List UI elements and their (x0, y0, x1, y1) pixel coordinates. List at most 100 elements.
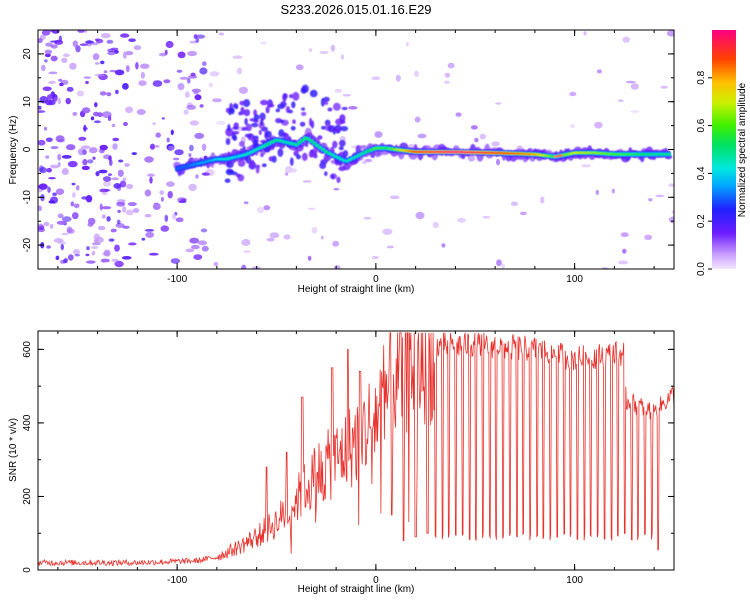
noise-cell (114, 69, 125, 76)
noise-cell (107, 173, 112, 177)
ridge-plume (324, 171, 328, 177)
noise-cell (166, 137, 170, 143)
noise-cell (172, 157, 180, 161)
noise-cell (176, 69, 183, 73)
noise-cell (201, 172, 210, 176)
ridge-plume (231, 130, 240, 135)
colorbar-gradient (712, 30, 736, 269)
colorbar-tick-label: 0.6 (696, 118, 707, 132)
noise-cell (155, 132, 161, 138)
noise-cell (88, 147, 98, 154)
noise-cell (141, 237, 146, 241)
ridge-core (332, 155, 338, 158)
noise-cell (60, 243, 64, 251)
noise-cell (87, 159, 94, 164)
noise-cell (112, 143, 118, 150)
noise-cell (133, 45, 142, 51)
noise-cell (432, 221, 439, 229)
noise-cell (520, 211, 527, 216)
noise-cell (77, 148, 86, 156)
ridge-plume (259, 112, 266, 121)
noise-cell (108, 155, 112, 161)
noise-cell (342, 94, 352, 97)
noise-cell (243, 250, 251, 253)
noise-cell (55, 188, 65, 195)
noise-cell (82, 127, 88, 130)
noise-cell (583, 31, 587, 36)
noise-cell (201, 245, 209, 252)
ridge-core (347, 158, 353, 161)
noise-cell (45, 137, 53, 143)
noise-cell (111, 177, 120, 181)
noise-cell (55, 135, 65, 143)
noise-cell (44, 49, 53, 55)
noise-cell (132, 208, 140, 213)
x-tick-label: -100 (167, 274, 187, 285)
noise-cell (70, 201, 75, 207)
noise-cell (102, 176, 112, 182)
noise-cell (179, 76, 189, 80)
noise-cell (479, 133, 487, 140)
noise-cell (101, 192, 108, 196)
noise-cell (140, 63, 150, 69)
noise-cell (334, 88, 343, 93)
ridge-plume (275, 108, 280, 113)
noise-cell (187, 50, 198, 57)
noise-cell (117, 209, 121, 213)
noise-cell (241, 238, 251, 247)
noise-cell (361, 160, 367, 165)
noise-cell (59, 82, 64, 87)
ridge-plume (301, 111, 307, 116)
noise-cell (197, 240, 208, 246)
noise-cell (128, 38, 136, 42)
noise-cell (671, 210, 674, 214)
ridge-plume (235, 173, 241, 178)
noise-cell (581, 164, 591, 168)
ridge-plume (239, 100, 245, 106)
ridge-plume (232, 126, 239, 130)
noise-cell (38, 110, 46, 113)
colorbar-tick-label: 0.8 (696, 70, 707, 84)
noise-cell (140, 71, 145, 79)
noise-cell (48, 80, 56, 84)
noise-cell (61, 168, 69, 175)
ridge-core (270, 140, 275, 143)
noise-cell (85, 40, 94, 44)
noise-cell (611, 188, 615, 194)
ridge-plume (289, 94, 293, 99)
noise-cell (99, 203, 103, 211)
noise-cell (194, 94, 202, 101)
noise-cell (455, 112, 462, 117)
noise-cell (58, 35, 63, 42)
noise-cell (170, 258, 181, 264)
ridge-plume (331, 174, 335, 180)
ridge-core (246, 152, 251, 155)
noise-cell (395, 74, 401, 82)
noise-cell (71, 182, 76, 186)
noise-cell (218, 32, 225, 36)
ridge-plume (258, 129, 262, 136)
noise-cell (117, 169, 124, 177)
noise-cell (311, 226, 318, 234)
noise-cell (199, 104, 204, 108)
noise-cell (66, 86, 74, 92)
ridge-plume (265, 130, 272, 138)
noise-cell (62, 53, 70, 58)
noise-cell (405, 42, 409, 47)
ridge-plume (255, 164, 260, 174)
noise-cell (99, 91, 107, 96)
noise-cell (194, 132, 205, 139)
ridge-core (666, 153, 672, 156)
noise-cell (75, 45, 81, 53)
noise-cell (135, 61, 139, 70)
noise-cell (47, 94, 53, 100)
noise-cell (101, 206, 112, 210)
ridge-core (267, 142, 272, 145)
x-tick-label: 100 (566, 575, 583, 586)
noise-cell (127, 202, 137, 207)
ridge-plume (283, 93, 288, 99)
noise-cell (188, 153, 192, 157)
noise-cell (85, 253, 90, 257)
ridge-core (249, 150, 254, 153)
colorbar: 0.0 0.2 0.4 0.6 0.8 Normalized spectral ampl… (696, 30, 748, 276)
